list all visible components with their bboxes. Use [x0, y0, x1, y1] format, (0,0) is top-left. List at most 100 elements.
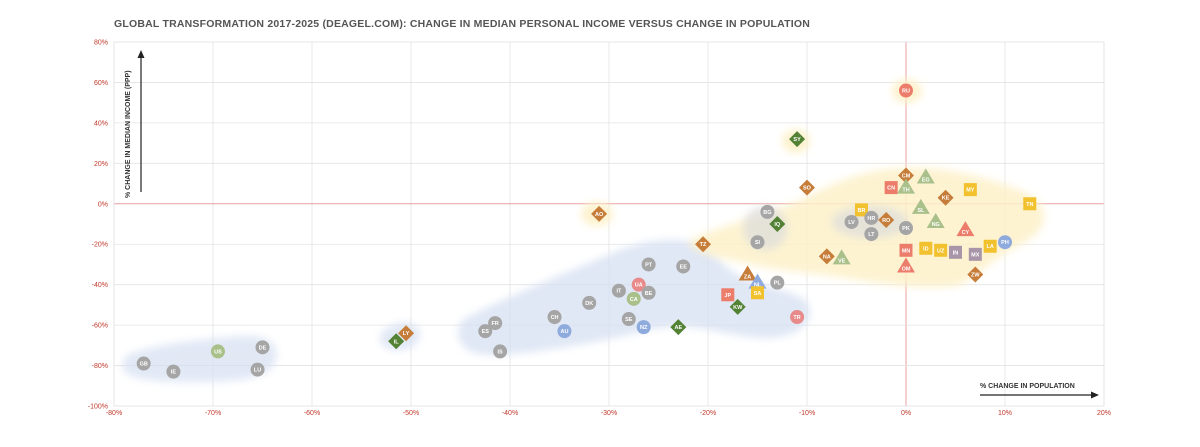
marker-circle — [493, 344, 508, 359]
data-point-id: ID — [919, 241, 933, 255]
data-point-so: SO — [799, 179, 815, 196]
x-tick-label: 20% — [1097, 410, 1111, 417]
data-point-pk: PK — [899, 221, 913, 236]
marker-square — [919, 241, 933, 255]
point-label: IS — [497, 349, 503, 355]
point-label: LV — [848, 220, 855, 226]
data-point-ly: LY — [398, 325, 415, 342]
marker-diamond — [769, 216, 786, 232]
data-point-eg: EG — [916, 168, 935, 184]
data-point-de: DE — [255, 340, 270, 355]
x-tick-label: 0% — [901, 410, 911, 417]
data-point-mn: MN — [899, 243, 913, 257]
y-tick-label: 0% — [98, 201, 108, 208]
data-point-nl: NL — [748, 273, 767, 289]
point-label: MX — [971, 252, 980, 258]
marker-triangle — [911, 198, 930, 214]
marker-circle — [641, 257, 656, 272]
data-point-ro: RO — [878, 211, 895, 228]
marker-diamond — [591, 205, 608, 222]
point-label: PK — [902, 226, 910, 232]
marker-circle — [641, 285, 656, 300]
point-label: IN — [953, 250, 959, 256]
marker-circle — [488, 316, 503, 331]
point-label: BE — [645, 291, 653, 297]
data-point-es: ES — [478, 324, 493, 339]
x-tick-label: -30% — [601, 410, 617, 417]
data-point-bg: BG — [760, 204, 775, 219]
x-tick-label: -60% — [304, 410, 320, 417]
data-point-om: OM — [897, 257, 915, 273]
marker-triangle — [956, 221, 975, 237]
point-label: TN — [1026, 202, 1033, 208]
y-tick-label: -60% — [92, 323, 108, 330]
marker-square — [934, 243, 948, 257]
marker-diamond — [695, 236, 712, 253]
point-label: ZA — [744, 275, 751, 281]
point-label: SE — [625, 317, 633, 323]
marker-circle — [621, 312, 636, 327]
data-point-pt: PT — [641, 257, 656, 272]
data-point-ng: NG — [926, 212, 945, 228]
data-point-si: SI — [750, 235, 765, 250]
data-point-th: TH — [897, 178, 915, 194]
point-label: CY — [962, 230, 970, 236]
data-point-la: LA — [983, 239, 997, 253]
marker-diamond — [799, 179, 815, 196]
point-label: LA — [986, 244, 993, 250]
point-label: ZW — [971, 273, 980, 279]
point-label: SY — [793, 137, 801, 143]
x-tick-label: -70% — [205, 410, 221, 417]
data-point-my: MY — [963, 183, 977, 197]
y-tick-label: 80% — [94, 40, 108, 47]
point-label: TR — [793, 315, 800, 321]
data-point-tn: TN — [1023, 197, 1037, 211]
data-point-lt: LT — [864, 227, 879, 242]
data-point-ua: UA — [631, 277, 646, 292]
data-point-ao: AO — [591, 205, 608, 222]
point-label: PT — [645, 262, 653, 268]
data-point-in: IN — [949, 245, 962, 259]
point-label: VE — [838, 258, 846, 264]
data-point-hr: HR — [864, 210, 879, 225]
point-label: DE — [259, 345, 267, 351]
point-label: GB — [140, 362, 148, 368]
y-tick-label: -40% — [92, 282, 108, 289]
marker-circle — [547, 310, 562, 325]
marker-circle — [611, 283, 626, 298]
point-label: JP — [724, 293, 731, 299]
marker-circle — [478, 324, 493, 339]
point-label: HR — [867, 216, 875, 222]
x-tick-label: 10% — [998, 410, 1012, 417]
point-label: IT — [616, 289, 622, 295]
data-point-gb: GB — [136, 356, 151, 371]
point-label: FR — [491, 321, 498, 327]
point-label: NL — [754, 283, 762, 289]
data-point-dk: DK — [582, 295, 597, 310]
point-label: CH — [551, 315, 559, 321]
data-point-br: BR — [854, 203, 868, 217]
marker-circle — [255, 340, 270, 355]
data-point-be: BE — [641, 285, 656, 300]
x-axis-label: % CHANGE IN POPULATION — [980, 383, 1075, 390]
x-tick-label: -40% — [502, 410, 518, 417]
data-point-ru: RU — [899, 83, 913, 98]
marker-diamond — [388, 333, 405, 350]
data-point-ca: CA — [626, 291, 641, 306]
marker-diamond — [789, 131, 806, 148]
data-point-ae: AE — [670, 319, 687, 336]
marker-circle — [864, 210, 879, 225]
x-axis-arrow — [980, 391, 1099, 399]
marker-circle — [557, 324, 572, 339]
point-label: MN — [902, 248, 911, 254]
point-label: KW — [733, 305, 743, 311]
marker-triangle — [832, 249, 851, 265]
point-label: LY — [403, 331, 410, 337]
point-label: CN — [887, 186, 895, 192]
point-label: RO — [882, 218, 891, 224]
point-label: NA — [823, 254, 831, 260]
point-label: PL — [774, 281, 782, 287]
point-label: US — [214, 349, 222, 355]
data-point-it: IT — [611, 283, 626, 298]
point-label: DK — [585, 301, 593, 307]
